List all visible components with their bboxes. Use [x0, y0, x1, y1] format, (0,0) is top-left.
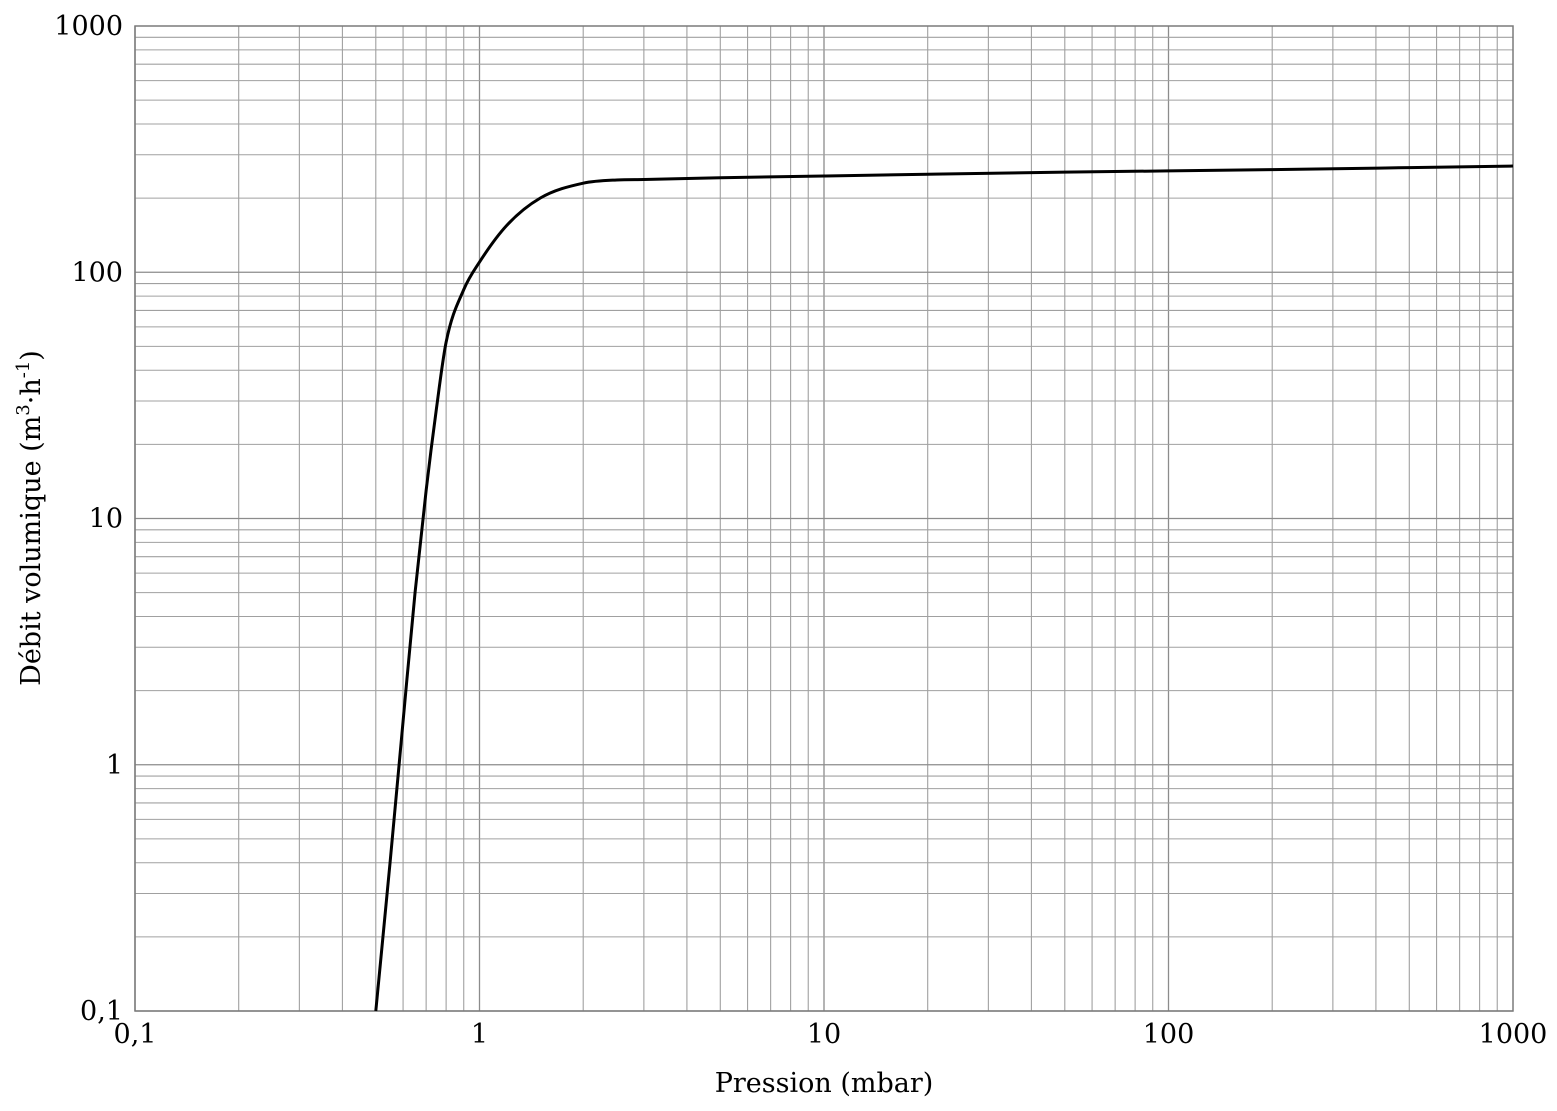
x-tick-label: 10 — [807, 1019, 841, 1050]
x-axis-title: Pression (mbar) — [715, 1068, 934, 1099]
x-tick-labels: 0,1 1 10 100 1000 — [114, 1019, 1548, 1050]
grid — [134, 26, 1513, 1012]
y-axis-title-end: ) — [16, 350, 47, 361]
x-tick-label: 1 — [471, 1019, 488, 1050]
y-tick-label: 0,1 — [80, 996, 123, 1027]
y-axis-title: Débit volumique (m3·h-1) — [13, 350, 47, 686]
y-axis-title-sup-3: 3 — [13, 404, 34, 415]
x-tick-label: 1000 — [1479, 1019, 1548, 1050]
plot-frame — [134, 25, 1514, 1012]
y-tick-label: 1 — [106, 750, 123, 781]
y-axis-title-main: Débit volumique (m — [16, 416, 47, 686]
y-tick-label: 1000 — [54, 11, 123, 42]
y-axis-title-sup-minus1: -1 — [13, 361, 34, 379]
y-axis-title-mid: ·h — [16, 378, 47, 404]
x-tick-label: 0,1 — [114, 1019, 157, 1050]
series-line — [374, 164, 1514, 1012]
y-tick-label: 10 — [89, 504, 123, 535]
y-tick-labels: 0,1 1 10 100 1000 — [54, 11, 123, 1027]
y-tick-label: 100 — [71, 257, 123, 288]
x-tick-label: 100 — [1143, 1019, 1195, 1050]
